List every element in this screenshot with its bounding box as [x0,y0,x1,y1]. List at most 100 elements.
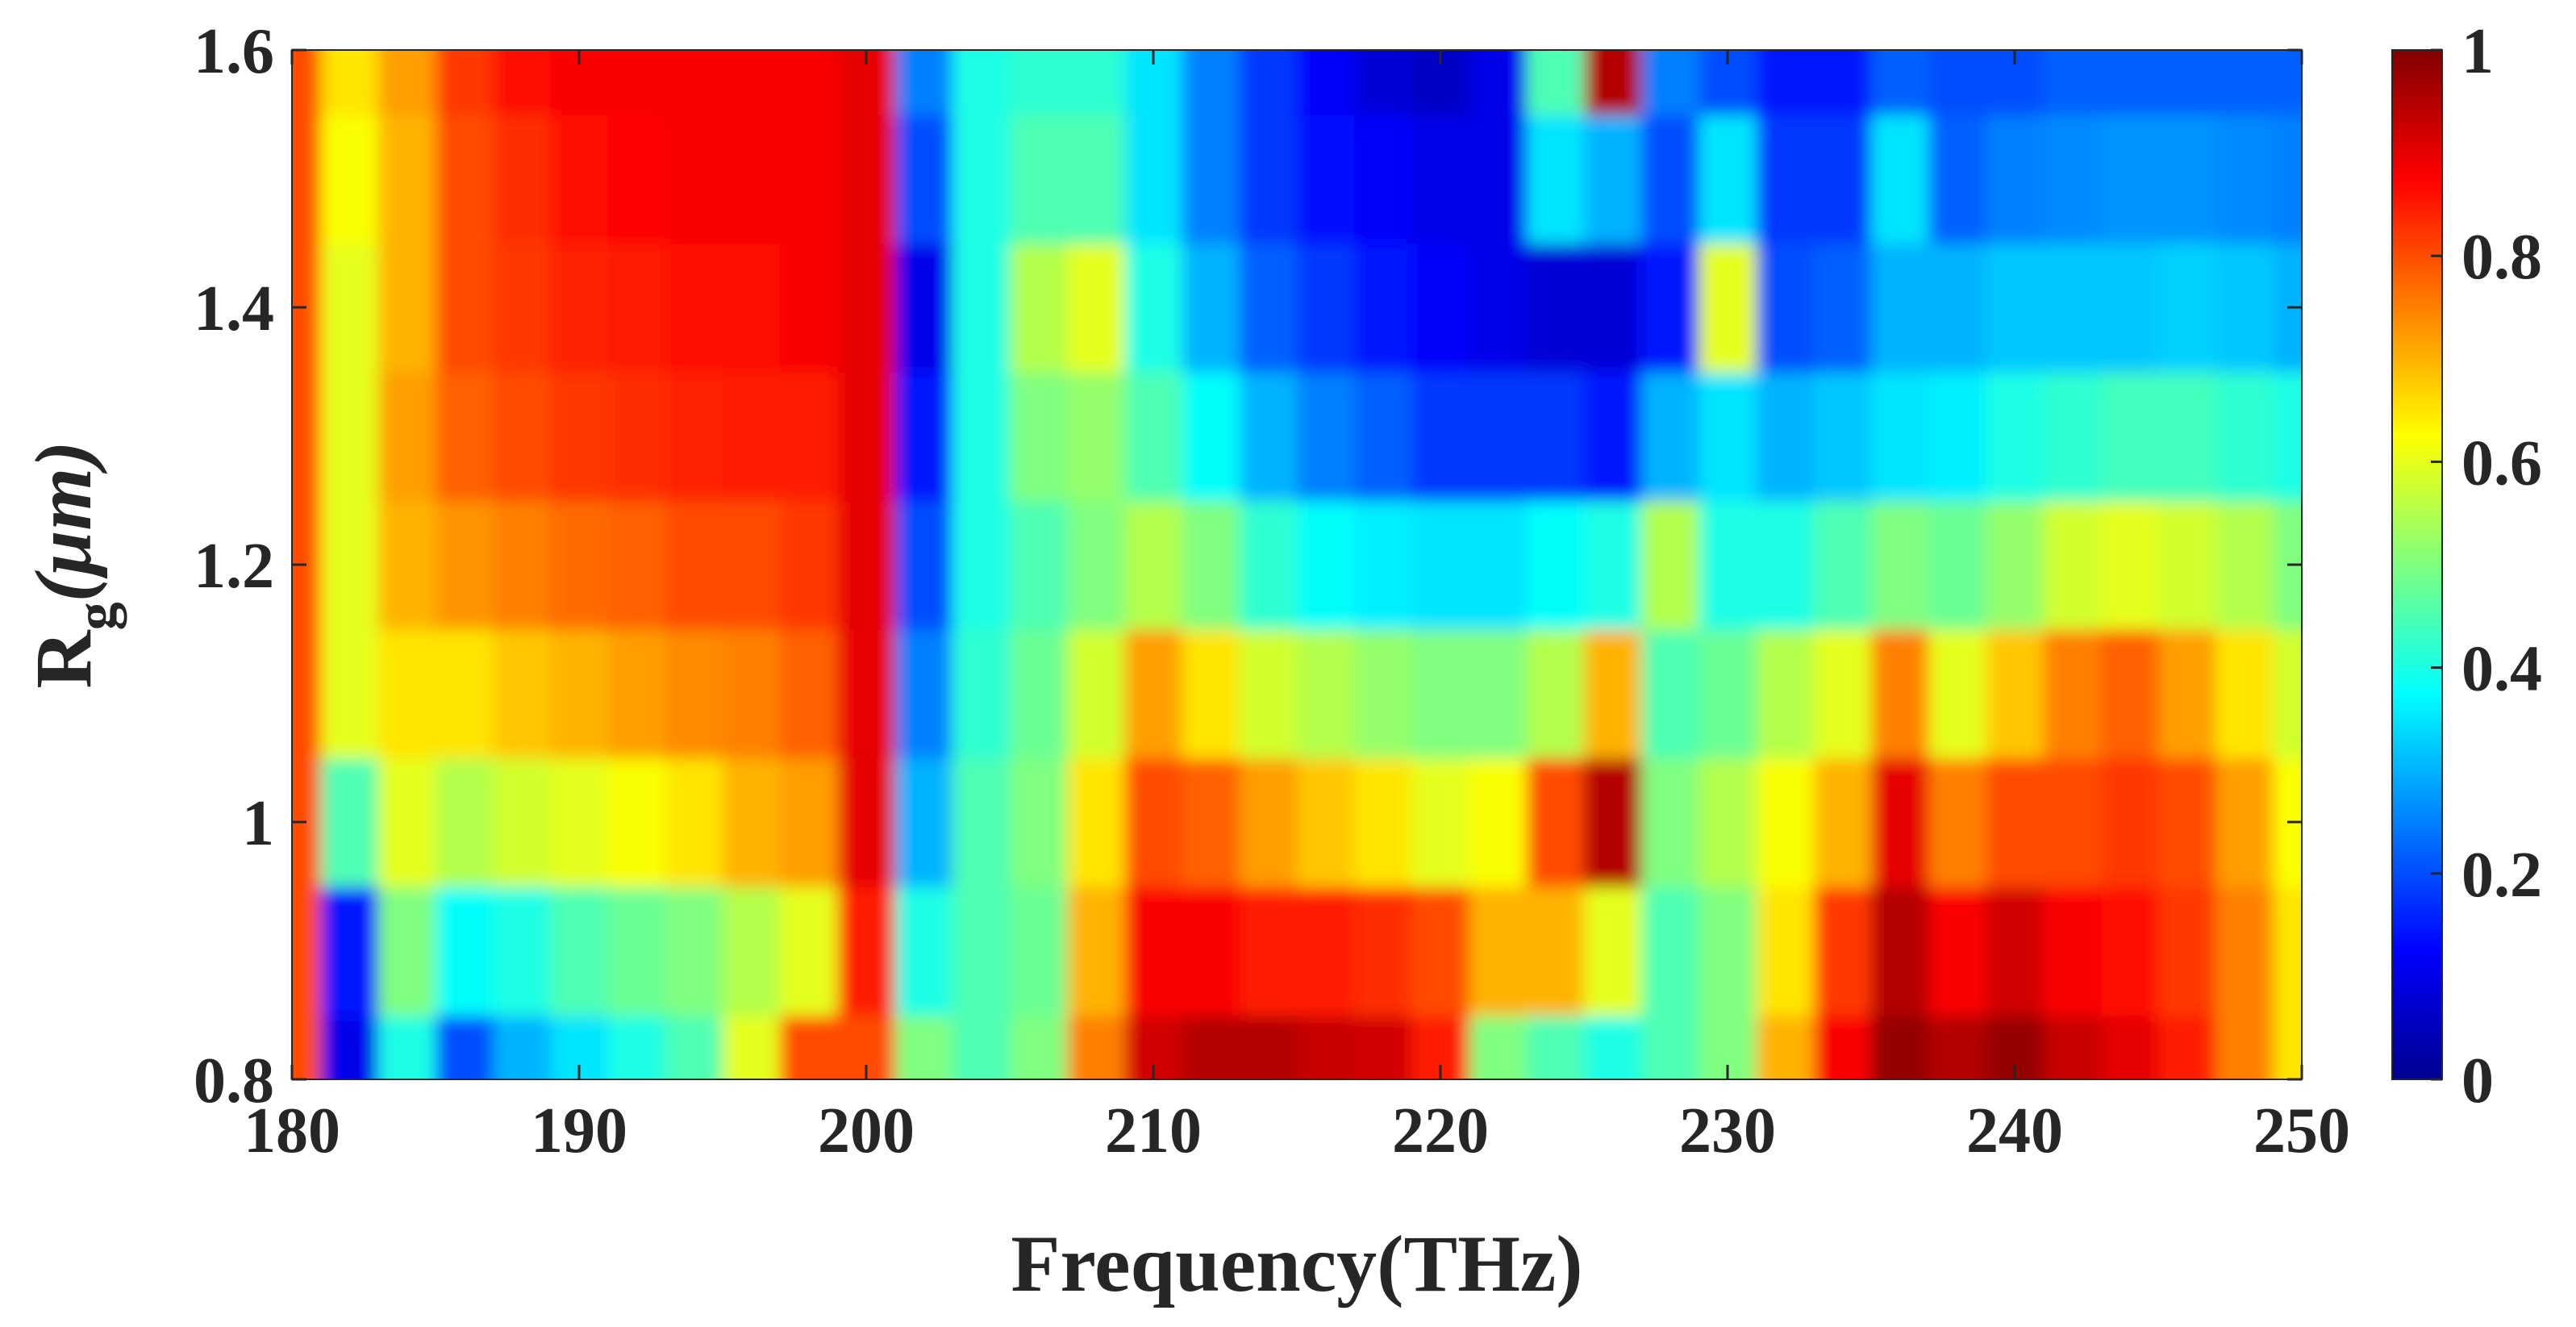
heatmap-cell [493,886,552,1016]
heatmap-cell [1239,114,1298,244]
heatmap-cell [550,243,609,373]
heatmap-cell [1124,371,1183,502]
colorbar-tick-label: 0.4 [2461,634,2542,705]
heatmap-cell [723,114,782,244]
heatmap-cell [1756,757,1815,887]
heatmap-cell [2158,243,2217,373]
heatmap-cell [1641,243,1700,373]
heatmap-cell [607,114,666,244]
heatmap-cell [493,50,552,115]
heatmap-cell [2215,114,2274,244]
heatmap-cell [1182,114,1240,244]
heatmap-cell [1756,50,1815,115]
heatmap-cell [1584,50,1643,115]
heatmap-cell [1411,500,1470,630]
heatmap-cell [1067,114,1126,244]
heatmap-cell [1239,371,1298,502]
heatmap-cell [436,243,494,373]
heatmap-cell [1756,500,1815,630]
heatmap-cell [377,1015,436,1079]
heatmap-cell [1239,50,1298,115]
y-tick-label: 0.8 [194,1045,274,1116]
heatmap-cell [952,371,1011,502]
heatmap-cell [436,757,494,887]
heatmap-cell [1297,243,1356,373]
heatmap-cell [1297,628,1356,759]
heatmap-cell [1124,1015,1183,1079]
heatmap-cell [665,757,723,887]
heatmap-cell [2158,50,2217,115]
y-tick-label: 1.2 [194,531,274,602]
heatmap-cell [1986,757,2045,887]
heatmap-cell [607,628,666,759]
heatmap-cell [1526,243,1585,373]
heatmap-cell [1182,500,1240,630]
heatmap-cell [723,757,782,887]
heatmap-cell [1871,243,1930,373]
heatmap-cell [377,114,436,244]
heatmap-cell [2043,114,2102,244]
heatmap-cell [377,757,436,887]
heatmap-cell [1354,114,1413,244]
heatmap-cell [607,1015,666,1079]
heatmap-cell [2100,500,2159,630]
heatmap-cell [320,500,379,630]
heatmap-cell [2273,1015,2302,1079]
heatmap-cell [1354,500,1413,630]
heatmap-cell [2043,1015,2102,1079]
heatmap-cell [1986,114,2045,244]
y-axis-ticks: 0.8 1 1.2 1.4 1.6 [194,16,2302,1116]
heatmap-cell [1526,50,1585,115]
heatmap-cell [837,757,896,887]
heatmap-cell [1411,371,1470,502]
heatmap-cell [377,50,436,115]
heatmap-cell [1469,886,1528,1016]
heatmap-cell [1641,371,1700,502]
heatmap-cell [493,371,552,502]
heatmap-cell [1469,628,1528,759]
heatmap-cell [1641,886,1700,1016]
x-axis-ticks: 180 190 200 210 220 230 240 250 [244,50,2350,1166]
heatmap-cell [1354,371,1413,502]
heatmap-cell [436,114,494,244]
heatmap-cell [723,500,782,630]
heatmap-cell [607,500,666,630]
heatmap-cell [665,886,723,1016]
heatmap-cell [1239,500,1298,630]
heatmap-cell [320,757,379,887]
heatmap-cell [780,114,839,244]
heatmap-cell [1297,886,1356,1016]
heatmap-cell [1928,500,1987,630]
heatmap-cell [1124,757,1183,887]
colorbar-tick-label: 0.6 [2461,428,2542,499]
heatmap-cell [665,243,723,373]
heatmap-cell [1928,1015,1987,1079]
heatmap-cell [1813,757,1872,887]
heatmap-cell [1411,757,1470,887]
heatmap-cell [2043,886,2102,1016]
heatmap-cell [607,243,666,373]
heatmap-cell [292,1015,322,1079]
heatmap-cell [952,1015,1011,1079]
colorbar-gradient [2391,49,2443,1080]
heatmap-cell [723,628,782,759]
heatmap-cell [894,500,953,630]
x-tick-label: 200 [818,1095,915,1166]
heatmap-cell [2100,757,2159,887]
heatmap-cell [292,886,322,1016]
heatmap-cell [377,628,436,759]
heatmap-cell [894,371,953,502]
heatmap-cell [2215,628,2274,759]
heatmap-cell [1010,371,1069,502]
heatmap-cell [1010,886,1069,1016]
heatmap-cell [1813,50,1872,115]
heatmap-cell [1010,628,1069,759]
heatmap-cell [1010,243,1069,373]
heatmap-cell [550,628,609,759]
x-tick-label: 180 [244,1095,340,1166]
heatmap-cell [493,757,552,887]
heatmap-cell [665,1015,723,1079]
y-tick-label: 1 [242,788,274,859]
plot-area [291,49,2303,1080]
heatmap-cell [1124,500,1183,630]
